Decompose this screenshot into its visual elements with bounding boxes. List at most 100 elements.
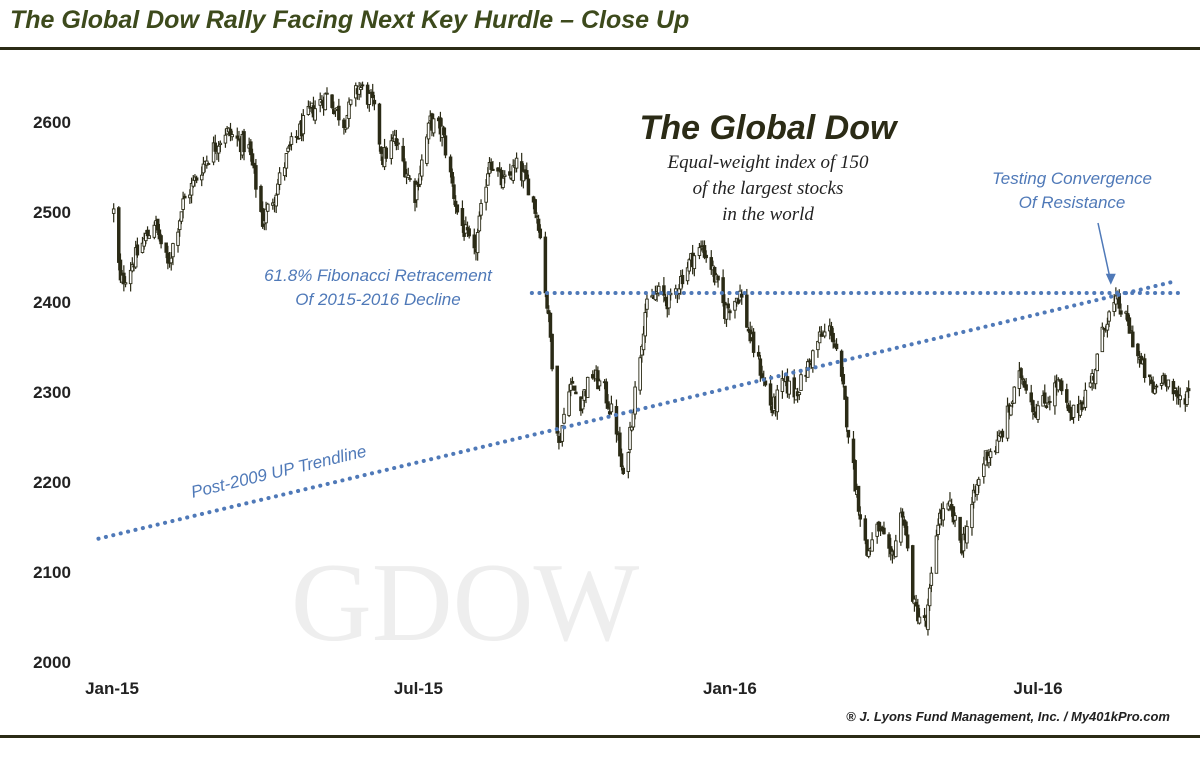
- candle-body: [502, 174, 507, 177]
- candle-body: [288, 144, 292, 147]
- candle-body: [726, 303, 730, 309]
- candle-body: [1185, 391, 1189, 405]
- trendline: [96, 279, 1178, 541]
- candle-body: [286, 147, 290, 152]
- candle-body: [277, 172, 282, 185]
- resistance-arrowhead: [1105, 273, 1116, 285]
- candle-body: [965, 526, 969, 544]
- resistance-label: Of Resistance: [1019, 193, 1126, 212]
- candle-body: [135, 244, 140, 256]
- candle-body: [254, 165, 258, 190]
- candle-body: [621, 467, 625, 474]
- candle-body: [1083, 389, 1088, 408]
- candle-body: [585, 376, 590, 399]
- candle-body: [619, 453, 624, 468]
- candle-body: [370, 91, 375, 99]
- candle-body: [976, 478, 981, 486]
- candle-body: [745, 294, 749, 328]
- candle-body: [574, 391, 578, 395]
- candle-body: [910, 545, 915, 602]
- chart-subtitle: of the largest stocks: [693, 178, 844, 199]
- candle-body: [325, 92, 329, 95]
- candle-body: [572, 385, 576, 391]
- candle-body: [199, 174, 204, 181]
- candle-body: [467, 228, 471, 237]
- candle-body: [841, 374, 846, 385]
- y-tick-label: 2600: [33, 113, 71, 132]
- candle-body: [176, 231, 180, 246]
- candle-body: [822, 331, 827, 337]
- candle-body: [177, 220, 182, 231]
- candle-body: [614, 406, 619, 435]
- candle-body: [618, 432, 622, 457]
- candle-body: [929, 572, 934, 586]
- candle-body: [218, 142, 223, 146]
- candle-body: [733, 300, 737, 311]
- candle-body: [995, 439, 1000, 454]
- chart-title: The Global Dow: [640, 109, 899, 147]
- candle-body: [728, 310, 732, 314]
- y-tick-label: 2100: [33, 563, 71, 582]
- watermark-text: GDOW: [291, 541, 640, 665]
- candle-body: [511, 165, 515, 181]
- candle-body: [641, 333, 646, 351]
- candle-body: [1095, 353, 1100, 372]
- candle-body: [265, 203, 270, 212]
- candle-body: [394, 138, 399, 147]
- candle-body: [301, 115, 306, 135]
- chart-subtitle: Equal-weight index of 150: [666, 152, 869, 173]
- candle-body: [760, 373, 764, 379]
- candle-body: [626, 452, 631, 472]
- candle-body: [856, 485, 861, 512]
- candle-body: [384, 147, 388, 159]
- candle-body: [1031, 400, 1035, 413]
- trendline-label: Post-2009 UP Trendline: [189, 442, 368, 502]
- candle-body: [1093, 369, 1098, 385]
- candle-body: [548, 312, 553, 338]
- candle-body: [323, 93, 328, 111]
- candle-body: [799, 374, 803, 391]
- candle-body: [1163, 374, 1167, 383]
- candle-body: [425, 136, 429, 164]
- candle-body: [638, 357, 642, 391]
- candle-body: [1186, 388, 1191, 392]
- candle-body: [514, 157, 519, 169]
- x-tick-label: Jul-15: [394, 679, 443, 698]
- candle-body: [1129, 330, 1133, 333]
- candle-body: [1105, 323, 1110, 331]
- candle-body: [216, 145, 221, 154]
- candle-body: [420, 159, 424, 177]
- candle-body: [1107, 311, 1111, 322]
- candle-body: [756, 351, 761, 357]
- candle-body: [155, 218, 160, 231]
- candle-body: [122, 272, 126, 285]
- candle-body: [359, 87, 363, 91]
- x-tick-label: Jan-15: [85, 679, 139, 698]
- candle-body: [396, 142, 400, 145]
- chart-subtitle: in the world: [722, 204, 814, 225]
- candle-body: [377, 103, 382, 145]
- candle-body: [431, 118, 436, 134]
- candle-body: [844, 396, 849, 428]
- candle-body: [628, 426, 632, 451]
- candle-body: [1071, 404, 1076, 418]
- candle-body: [443, 135, 448, 156]
- candle-body: [1178, 395, 1182, 401]
- candle-body: [870, 539, 874, 552]
- candle-body: [360, 84, 365, 87]
- candle-body: [330, 94, 334, 108]
- fibonacci-label: 61.8% Fibonacci Retracement: [264, 266, 493, 285]
- copyright-notice: ® J. Lyons Fund Management, Inc. / My401…: [846, 709, 1170, 724]
- candle-body: [863, 518, 868, 541]
- candle-body: [958, 516, 962, 541]
- candle-body: [970, 503, 974, 529]
- footer-divider: [0, 735, 1200, 738]
- candle-body: [716, 275, 720, 281]
- candle-body: [1142, 358, 1147, 378]
- candle-body: [442, 127, 446, 136]
- candle-body: [1009, 405, 1013, 416]
- candle-body: [1136, 343, 1140, 357]
- candle-body: [282, 167, 287, 177]
- candle-body: [183, 195, 187, 199]
- candle-body: [111, 208, 116, 214]
